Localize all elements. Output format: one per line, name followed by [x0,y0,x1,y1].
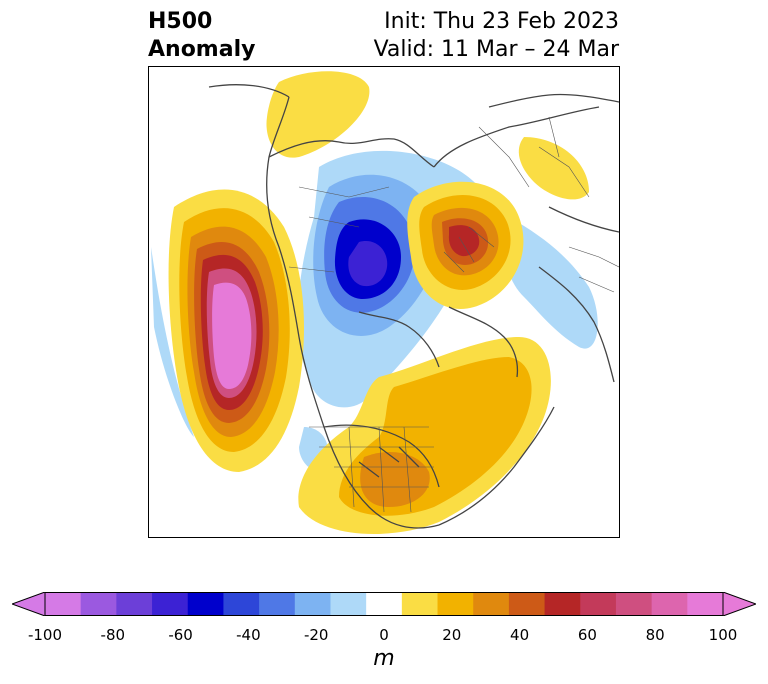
country-borders [288,116,619,513]
colorbar-cell [544,592,581,616]
colorbar-tick-label: -100 [27,626,63,644]
colorbar-cell [687,592,724,616]
colorbar-cell [152,592,189,616]
colorbar-cell [116,592,153,616]
anomaly-map [148,66,620,538]
colorbar-cell [366,592,403,616]
colorbar-cell [80,592,117,616]
colorbar-cell [330,592,367,616]
title-subfield: Anomaly [148,37,256,62]
colorbar-tick-label: -80 [100,626,126,644]
colorbar-cells [45,592,724,616]
map-svg [151,71,619,534]
colorbar [12,592,756,616]
colorbar-tick-label: -60 [168,626,193,644]
colorbar-cell [651,592,688,616]
colorbar-tick-label: -20 [303,626,329,644]
colorbar-tick-label: 100 [708,626,738,644]
valid-range: Valid: 11 Mar – 24 Mar [373,37,619,62]
europe-ridge [407,181,524,309]
colorbar-tick-label: -40 [236,626,261,644]
atlantic-ridge [266,71,589,534]
colorbar-tick-label: 60 [577,626,597,644]
colorbar-cell [45,592,82,616]
colorbar-tick-label: 40 [510,626,530,644]
colorbar-tick-label: 0 [379,626,389,644]
colorbar-cell [508,592,546,616]
colorbar-tick-label: 20 [442,626,462,644]
map-title: H500 Anomaly [148,8,255,64]
colorbar-over-arrow [722,592,756,616]
colorbar-outline [44,592,724,616]
coastlines [208,84,619,529]
colorbar-cell [437,592,474,616]
colorbar-unit: m [373,646,395,671]
colorbar-under-arrow [12,592,46,616]
title-field: H500 [148,9,213,34]
colorbar-cell [473,592,510,616]
colorbar-cell [401,592,439,616]
colorbar-cell [294,592,331,616]
init-date: Init: Thu 23 Feb 2023 [384,9,619,34]
pacific-ridge [168,189,304,472]
colorbar-cell [259,592,296,616]
colorbar-tick-label: 80 [645,626,665,644]
forecast-dates: Init: Thu 23 Feb 2023 Valid: 11 Mar – 24… [374,8,619,64]
colorbar-cell [187,592,224,616]
colorbar-cell [580,592,617,616]
colorbar-cell [615,592,653,616]
colorbar-cell [223,592,260,616]
